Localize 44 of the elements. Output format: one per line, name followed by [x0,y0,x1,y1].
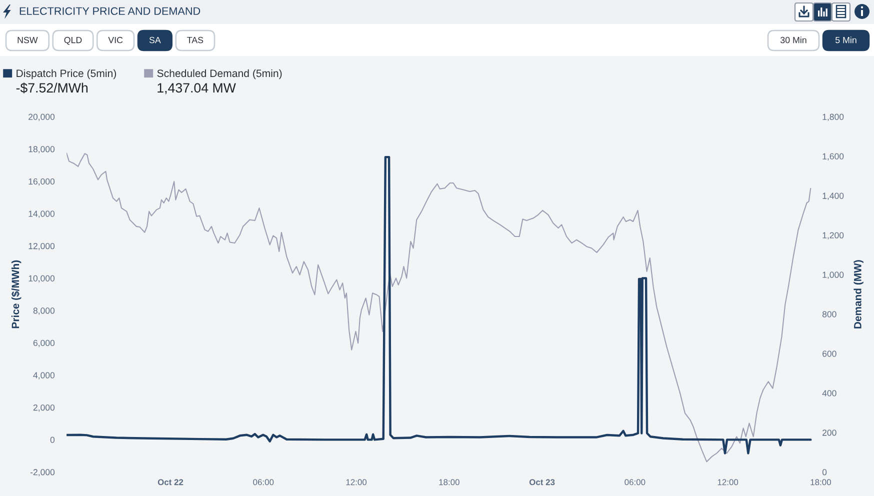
text: SA [149,36,161,44]
y-tick-label: 10,000 [28,275,55,282]
y2-tick-label: 1,200 [822,232,844,240]
text: TAS [187,36,204,44]
y-tick-label: -2,000 [30,469,55,476]
x-tick-label: Oct 23 [529,479,555,486]
text: QLD [64,36,82,45]
y-tick-label: 6,000 [33,340,55,348]
x-tick-label: 06:00 [624,479,646,486]
y-axis-title: Price ($/MWh) [11,260,22,328]
y-tick-label: 20,000 [28,114,55,121]
y2-tick-label: 400 [822,390,836,396]
text: 5 Min [835,36,856,44]
y2-axis-title: Demand (MW) [854,260,864,328]
y-tick-label: 12,000 [28,242,55,250]
y2-tick-label: 1,000 [822,272,844,279]
y2-tick-label: 600 [822,350,836,357]
y-tick-label: 16,000 [28,178,55,186]
y-tick-label: 18,000 [28,146,55,154]
y2-tick-label: 1,600 [822,153,844,160]
y2-tick-label: 800 [822,311,836,318]
y2-tick-label: 1,400 [822,192,844,200]
y-tick-label: 4,000 [33,372,55,380]
y-tick-label: 8,000 [33,308,55,315]
y2-tick-label: 0 [822,469,827,476]
text: VIC [108,36,123,44]
y2-tick-label: 200 [822,430,836,436]
x-tick-label: 06:00 [253,479,274,486]
text: NSW [18,36,38,44]
y-tick-label: 14,000 [28,210,55,218]
text: 30 Min [780,36,806,44]
text: 1,437.04 MW [158,83,236,94]
y-tick-label: 2,000 [33,404,55,412]
x-tick-label: 18:00 [810,479,831,486]
y-tick-label: 0 [50,436,55,443]
x-tick-label: 18:00 [439,479,460,486]
text: -$7.52/MWh [16,82,88,94]
y2-tick-label: 1,800 [822,114,844,121]
chart-title: ELECTRICITY PRICE AND DEMAND [20,7,200,15]
x-tick-label: Oct 22 [158,479,184,486]
x-tick-label: 12:00 [346,479,367,486]
legend-label: Dispatch Price (5min) [16,69,116,80]
legend-label: Scheduled Demand (5min) [157,69,282,80]
x-tick-label: 12:00 [718,479,738,486]
